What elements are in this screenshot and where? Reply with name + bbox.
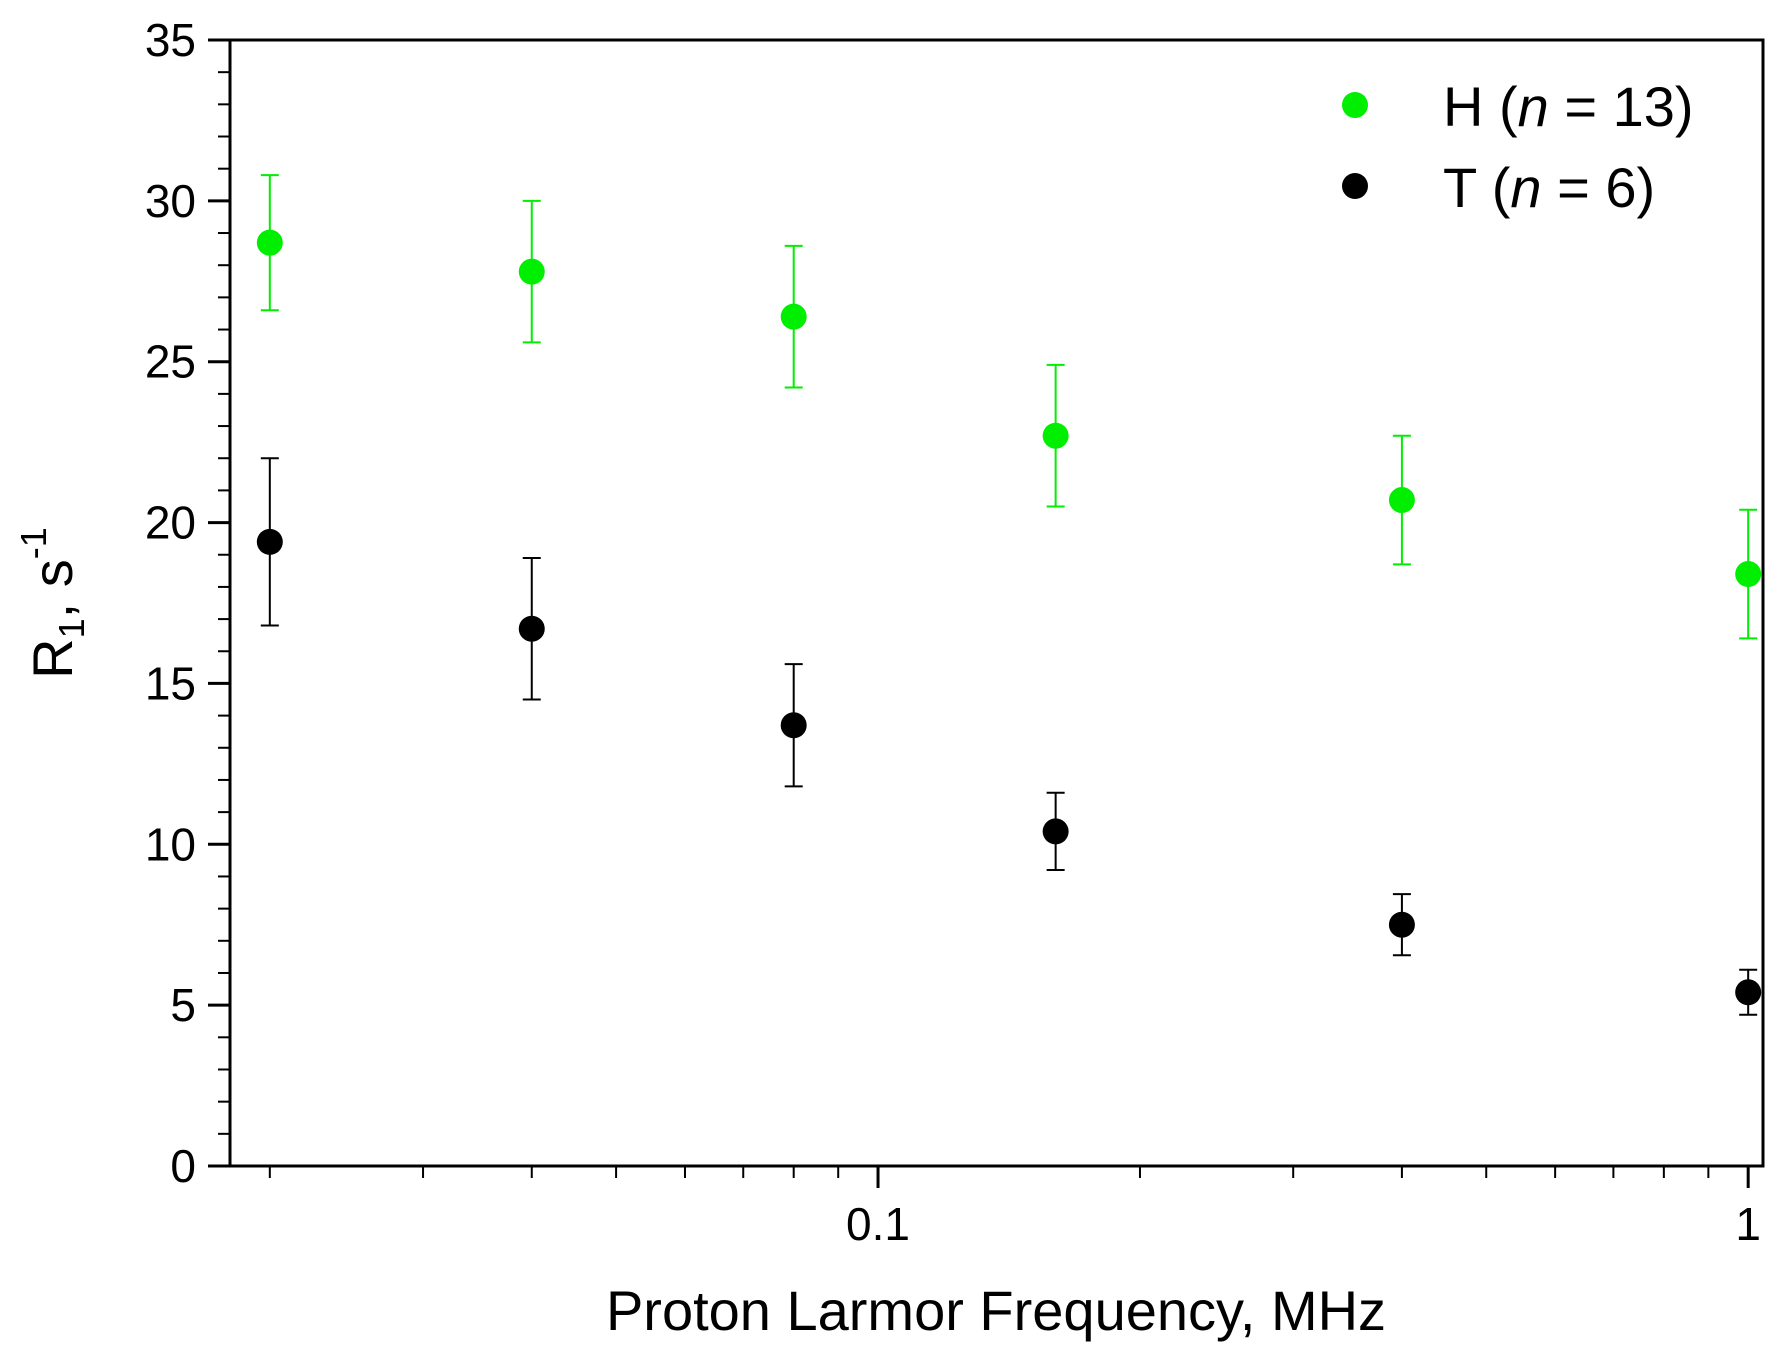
data-points	[256, 174, 1762, 1016]
x-tick-label: 0.1	[846, 1198, 910, 1250]
marker-t	[780, 712, 807, 739]
marker-t	[256, 528, 283, 555]
marker-h	[1042, 422, 1069, 449]
marker-h	[518, 258, 545, 285]
legend-marker-h	[1342, 92, 1368, 118]
marker-h	[256, 229, 283, 256]
data-point-t	[256, 457, 283, 627]
y-tick-label: 30	[145, 175, 196, 227]
data-point-t	[1042, 791, 1069, 872]
marker-h	[1735, 561, 1762, 588]
y-axis-title: R1, s-1	[13, 527, 92, 679]
x-axis-title: Proton Larmor Frequency, MHz	[606, 1279, 1386, 1342]
y-tick-label: 20	[145, 497, 196, 549]
data-point-h	[1042, 363, 1069, 508]
data-point-h	[518, 199, 545, 344]
y-axis-ticks: 0 5 10 15 20 25 30 35	[145, 14, 230, 1192]
legend-label-t: T (n = 6)	[1443, 156, 1655, 219]
data-point-t	[1735, 968, 1762, 1016]
marker-h	[1388, 487, 1415, 514]
x-axis-ticks: 0.1 1	[268, 1166, 1761, 1250]
y-tick-label: 5	[170, 979, 196, 1031]
legend: H (n = 13) T (n = 6)	[1342, 75, 1694, 219]
data-point-h	[256, 174, 283, 312]
data-point-t	[1388, 893, 1415, 957]
legend-marker-t	[1342, 173, 1368, 199]
x-tick-label: 1	[1735, 1198, 1761, 1250]
data-point-h	[1388, 434, 1415, 566]
marker-h	[780, 303, 807, 330]
data-point-t	[780, 663, 807, 788]
marker-t	[518, 615, 545, 642]
y-tick-label: 0	[170, 1140, 196, 1192]
y-tick-label: 10	[145, 818, 196, 870]
y-tick-label: 25	[145, 336, 196, 388]
data-point-h	[1735, 508, 1762, 640]
data-point-h	[780, 244, 807, 389]
y-tick-label: 15	[145, 657, 196, 709]
legend-label-h: H (n = 13)	[1443, 75, 1694, 138]
marker-t	[1735, 979, 1762, 1006]
plot-frame	[228, 38, 1765, 1168]
marker-t	[1388, 911, 1415, 938]
y-tick-label: 35	[145, 14, 196, 66]
data-point-t	[518, 556, 545, 701]
marker-t	[1042, 818, 1069, 845]
